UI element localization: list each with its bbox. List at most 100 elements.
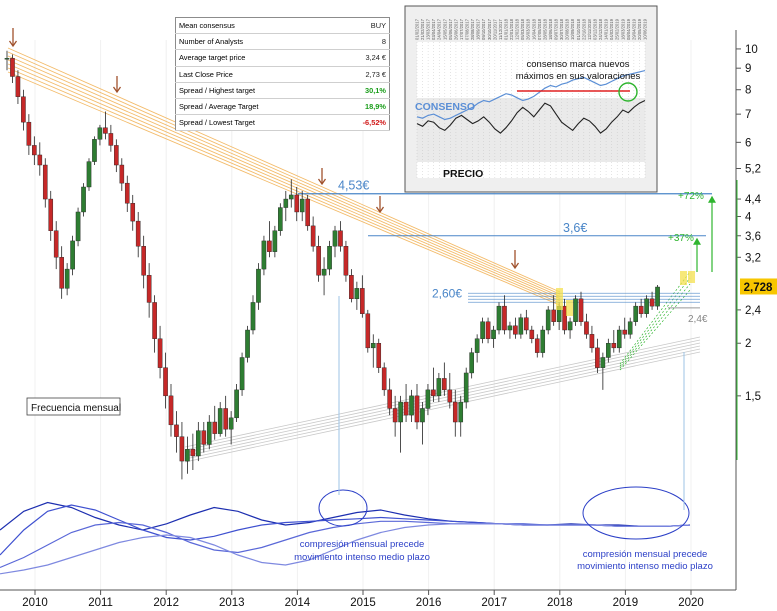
candle-body — [299, 198, 305, 213]
candle-body — [185, 449, 190, 462]
fib-line — [7, 67, 561, 304]
candle-body — [103, 127, 108, 134]
inset-date-label: 08/04/2019 — [626, 18, 631, 40]
inset-date-label: 05/06/2017 — [448, 18, 453, 40]
candle-body — [179, 436, 185, 462]
inset-date-label: 11/12/2017 — [498, 19, 503, 40]
candle-body — [305, 198, 310, 227]
inset-consenso-label: CONSENSO — [415, 101, 475, 113]
inset-band — [417, 98, 645, 162]
candle-body — [86, 161, 92, 188]
candle-body — [42, 164, 48, 200]
support-line — [184, 342, 701, 454]
candle-body — [212, 421, 218, 434]
candle-body — [196, 430, 201, 457]
candle-body — [21, 96, 26, 123]
candle-body — [119, 164, 125, 184]
compression-1-line-1: compresión mensual precede — [300, 539, 425, 550]
inset-date-label: 10/09/2018 — [570, 18, 575, 40]
pct-37-label: +37% — [668, 233, 694, 244]
inset-date-label: 15/05/2017 — [442, 18, 447, 40]
inset-date-label: 07/08/2017 — [465, 18, 470, 40]
support-line — [184, 345, 701, 457]
support-line — [184, 351, 701, 463]
inset-date-label: 01/02/2017 — [415, 18, 420, 40]
inset-date-label: 18/09/2017 — [476, 18, 481, 40]
consensus-row-label: Spread / Average Target — [175, 98, 335, 116]
pivot-arrow-head — [510, 262, 520, 270]
candle-body — [616, 329, 622, 349]
y-tick-label: 6 — [745, 137, 751, 149]
candle-body — [518, 317, 524, 335]
compression-circle-1 — [318, 489, 368, 527]
compression-2-line-2: movimiento intenso medio plazo — [577, 561, 713, 572]
y-tick-label: 4 — [745, 211, 752, 223]
x-tick-label: 2013 — [219, 597, 245, 609]
candle-body — [573, 298, 578, 322]
inset-date-label: 09/10/2017 — [481, 18, 486, 40]
support-lines — [184, 271, 701, 463]
y-axis: 10 9 8 7 6 5,2 4,4 4 3,6 3,2 2,4 2 1,5 — [735, 30, 762, 590]
inset-date-label: 24/04/2017 — [437, 18, 442, 40]
candle-body — [458, 401, 464, 423]
last-price-label: 2,728 — [744, 282, 773, 294]
x-tick-label: 2017 — [481, 597, 507, 609]
candle-body — [343, 246, 349, 276]
target-levels: 4,53€ 3,6€ 2,60€ 2,4€ — [298, 179, 712, 325]
y-tick-label: 3,6 — [745, 231, 761, 243]
candle-body — [174, 424, 179, 437]
inset-date-label: 20/11/2017 — [492, 19, 497, 40]
y-tick-label: 10 — [745, 44, 758, 56]
inset-date-label: 16/04/2018 — [531, 18, 536, 40]
inset-date-label: 07/05/2018 — [537, 18, 542, 40]
candle-body — [589, 334, 595, 349]
candle-body — [480, 321, 485, 339]
fib-line — [7, 71, 561, 306]
x-tick-label: 2012 — [153, 597, 179, 609]
candle-body — [584, 321, 589, 335]
consensus-row: Average target price 3,24 € — [175, 49, 390, 67]
inset-date-label: 21/02/2017 — [420, 18, 425, 40]
consensus-row-value: BUY — [334, 17, 390, 35]
candle-body — [26, 121, 32, 146]
candle-body — [370, 343, 376, 349]
highlight-candle — [680, 271, 687, 285]
candle-body — [130, 203, 136, 222]
last-price-tag — [740, 278, 777, 295]
candle-body — [365, 313, 371, 349]
pivot-arrow-head — [317, 178, 327, 186]
candle-body — [644, 298, 649, 314]
candle-body — [534, 338, 540, 353]
consensus-row-value: 2,73 € — [334, 66, 390, 83]
candle-body — [146, 275, 152, 303]
inset-date-label: 28/05/2018 — [542, 18, 547, 40]
candle-body — [398, 401, 403, 423]
x-tick-label: 2020 — [678, 597, 704, 609]
inset-date-label: 22/10/2018 — [581, 18, 586, 40]
candle-body — [414, 395, 420, 423]
consensus-row-value: -6,52% — [334, 114, 390, 132]
candle-body — [627, 321, 633, 335]
highlight-candle — [556, 288, 563, 310]
candle-body — [600, 357, 606, 368]
candle-body — [545, 309, 551, 331]
candle-body — [163, 367, 168, 397]
candle-body — [108, 133, 114, 146]
y-tick-label: 7 — [745, 109, 751, 121]
fibonacci-fan — [7, 47, 561, 306]
candle-body — [168, 395, 174, 426]
consensus-row-value: 18,9% — [334, 98, 390, 116]
green-fan-line — [619, 289, 691, 371]
inset-date-label: 29/04/2019 — [631, 18, 636, 40]
candle-body — [261, 240, 267, 270]
candle-body — [463, 372, 469, 403]
candle-body — [283, 198, 289, 208]
candle-body — [81, 186, 86, 213]
candle-body — [649, 298, 655, 307]
candle-body — [316, 246, 321, 276]
candle-body — [611, 343, 617, 349]
candle-body — [633, 305, 638, 322]
oscillator-panel: compresión mensual precede movimiento int… — [0, 486, 713, 575]
highlight-candle — [688, 271, 695, 283]
inset-date-label: 01/10/2018 — [576, 18, 581, 40]
